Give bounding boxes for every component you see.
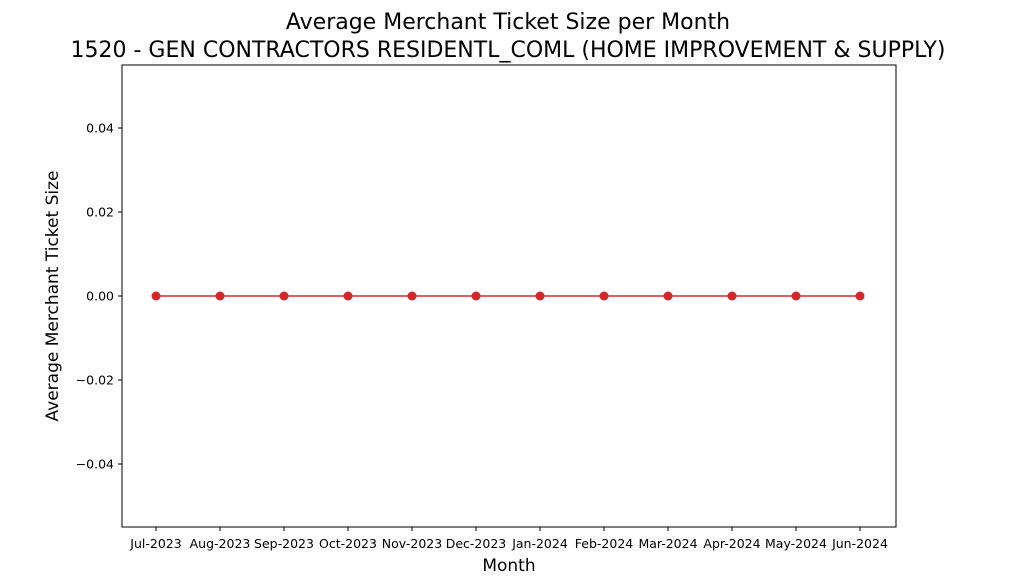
x-tick-label: Feb-2024 <box>575 536 634 551</box>
y-tick-label: −0.02 <box>76 373 114 388</box>
series-layer <box>151 291 865 301</box>
data-point <box>791 291 801 301</box>
chart-title: Average Merchant Ticket Size per Month <box>286 10 730 35</box>
data-point <box>727 291 737 301</box>
x-tick-label: Apr-2024 <box>703 536 760 551</box>
x-tick-label: Mar-2024 <box>638 536 697 551</box>
x-tick-label: Sep-2023 <box>254 536 314 551</box>
data-point <box>151 291 161 301</box>
x-tick-label: Aug-2023 <box>190 536 251 551</box>
x-tick-label: Oct-2023 <box>319 536 377 551</box>
data-point <box>535 291 545 301</box>
y-axis: −0.04 −0.02 0.00 0.02 0.04 <box>76 121 122 472</box>
data-point <box>279 291 289 301</box>
data-point <box>471 291 481 301</box>
data-point <box>215 291 225 301</box>
chart-subtitle: 1520 - GEN CONTRACTORS RESIDENTL_COML (H… <box>71 38 946 63</box>
data-point <box>407 291 417 301</box>
y-tick-label: 0.00 <box>86 289 114 304</box>
y-axis-label: Average Merchant Ticket Size <box>43 171 63 422</box>
x-axis: Jul-2023 Aug-2023 Sep-2023 Oct-2023 Nov-2023… <box>129 527 888 551</box>
y-tick-label: −0.04 <box>76 457 114 472</box>
x-tick-label: Dec-2023 <box>446 536 507 551</box>
x-tick-label: Jul-2023 <box>129 536 181 551</box>
x-axis-label: Month <box>482 556 535 576</box>
x-tick-label: Nov-2023 <box>382 536 442 551</box>
data-point <box>663 291 673 301</box>
y-tick-label: 0.04 <box>86 121 114 136</box>
x-tick-label: Jan-2024 <box>511 536 568 551</box>
x-tick-label: Jun-2024 <box>831 536 888 551</box>
x-tick-label: May-2024 <box>765 536 827 551</box>
data-point <box>855 291 865 301</box>
data-point <box>599 291 609 301</box>
data-point <box>343 291 353 301</box>
y-tick-label: 0.02 <box>86 205 114 220</box>
